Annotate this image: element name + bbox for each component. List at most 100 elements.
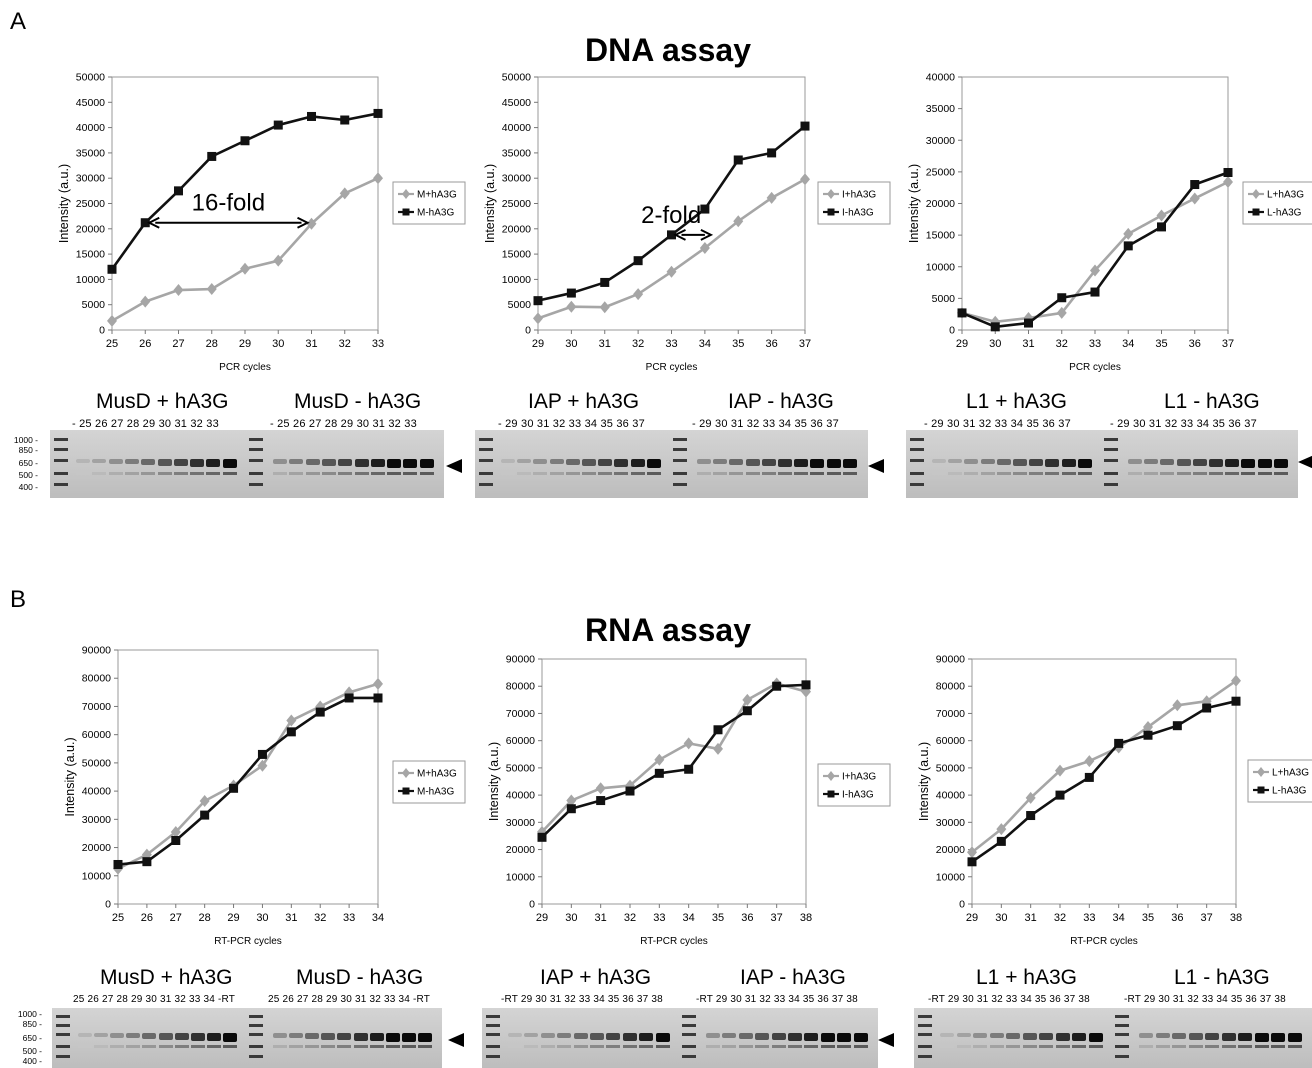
x-tick-label: 35 (1155, 338, 1167, 350)
ladder-band (249, 1045, 263, 1048)
sample-band (158, 1033, 173, 1040)
sample-band (598, 472, 613, 475)
sample-band (110, 1045, 125, 1048)
data-point (1026, 811, 1036, 821)
series-line-I-hA3G (541, 683, 807, 839)
ladder-band (1104, 448, 1118, 451)
sample-band (403, 472, 418, 475)
sample-band (598, 459, 613, 466)
data-point (142, 857, 152, 867)
sample-band (794, 459, 809, 467)
sample-band (778, 472, 792, 475)
x-tick-label: 36 (741, 912, 753, 924)
fold-change-annotation: 2-fold (641, 202, 714, 241)
sample-band (932, 459, 946, 463)
sample-band (1072, 1045, 1086, 1048)
data-point (206, 283, 217, 296)
y-tick-label: 15000 (502, 249, 531, 261)
legend-label: L-hA3G (1267, 208, 1302, 219)
data-point (273, 120, 283, 130)
sample-band (722, 1045, 737, 1048)
legend-label: I+hA3G (842, 772, 876, 783)
ladder-band (910, 459, 924, 462)
sample-band (996, 459, 1011, 465)
y-tick-label: 70000 (82, 701, 111, 713)
sample-band (729, 472, 744, 475)
legend-label: M+hA3G (417, 769, 457, 780)
sample-band (540, 1045, 555, 1048)
sample-band (697, 459, 711, 464)
gel-title-plus: MusD + hA3G (96, 390, 229, 413)
dna-assay-title: DNA assay (584, 32, 751, 68)
y-tick-label: 40000 (926, 72, 955, 84)
data-point (683, 737, 694, 750)
y-tick-label: 10000 (506, 871, 535, 883)
sample-band (1013, 472, 1027, 475)
sample-band (639, 1033, 654, 1041)
ladder-band (682, 1024, 696, 1027)
sample-band (1039, 1033, 1053, 1040)
sample-band (1172, 1033, 1186, 1039)
legend-diamond-icon (402, 189, 410, 199)
ladder-label-400: 400 - (22, 1056, 42, 1066)
legend-diamond-icon (402, 768, 410, 778)
x-tick-label: 29 (536, 912, 548, 924)
data-point (566, 804, 576, 814)
sample-band (501, 472, 515, 475)
x-tick-label: 33 (1083, 912, 1095, 924)
x-tick-label: 29 (239, 338, 251, 350)
data-point (107, 264, 117, 274)
sample-band (1029, 472, 1044, 475)
data-point (772, 681, 782, 691)
data-point (373, 677, 383, 690)
data-point (566, 794, 577, 807)
x-tick-label: 27 (170, 912, 182, 924)
y-tick-label: 50000 (76, 72, 105, 84)
ladder-band (910, 483, 924, 486)
sample-band (778, 459, 792, 467)
sample-band (1077, 459, 1092, 468)
sample-band (745, 472, 760, 475)
legend-label: I-hA3G (842, 790, 874, 801)
data-point (1056, 306, 1067, 319)
sample-band (565, 472, 580, 475)
sample-band (1088, 1033, 1103, 1042)
x-tick-label: 25 (106, 338, 118, 350)
y-tick-label: 90000 (82, 645, 111, 657)
sample-band (289, 1033, 304, 1038)
lane-labels-minus: - 29 30 31 32 33 34 35 36 37 (692, 418, 839, 430)
lane-labels-minus: 25 26 27 28 29 30 31 32 33 34 -RT (268, 994, 431, 1005)
fold-change-label: 16-fold (192, 190, 265, 217)
sample-band (1241, 459, 1256, 468)
sample-band (738, 1045, 753, 1048)
data-point (373, 172, 383, 185)
data-point (654, 753, 665, 766)
sample-band (1055, 1033, 1070, 1041)
data-point (1190, 180, 1200, 190)
series-line-L-hA3G (971, 699, 1237, 863)
sample-band (142, 1033, 157, 1039)
x-tick-label: 26 (141, 912, 153, 924)
sample-band (1013, 459, 1027, 466)
ladder-label-500: 500 - (18, 470, 38, 480)
sample-band (639, 1045, 654, 1048)
fold-arrow-right-icon (297, 216, 310, 229)
sample-band (788, 1033, 802, 1041)
y-tick-label: 0 (959, 899, 965, 911)
ladder-label-650: 650 - (22, 1033, 42, 1043)
sample-band (1029, 459, 1044, 466)
ladder-band (682, 1015, 696, 1018)
data-point (566, 288, 576, 298)
lane-labels-plus: - 29 30 31 32 33 34 35 36 37 (498, 418, 645, 430)
sample-band (614, 459, 629, 467)
x-tick-label: 37 (1222, 338, 1234, 350)
x-tick-label: 29 (966, 912, 978, 924)
fold-change-annotation: 16-fold (147, 190, 310, 229)
x-tick-label: 32 (1056, 338, 1068, 350)
sample-band (387, 459, 402, 468)
ladder-band (1104, 472, 1118, 475)
y-tick-label: 45000 (502, 97, 531, 109)
sample-band (1077, 472, 1092, 475)
y-tick-label: 10000 (936, 871, 965, 883)
chart-dna-l1: 0 5000 10000 15000 20000 25000 30000 35000 40000… (907, 72, 1312, 373)
